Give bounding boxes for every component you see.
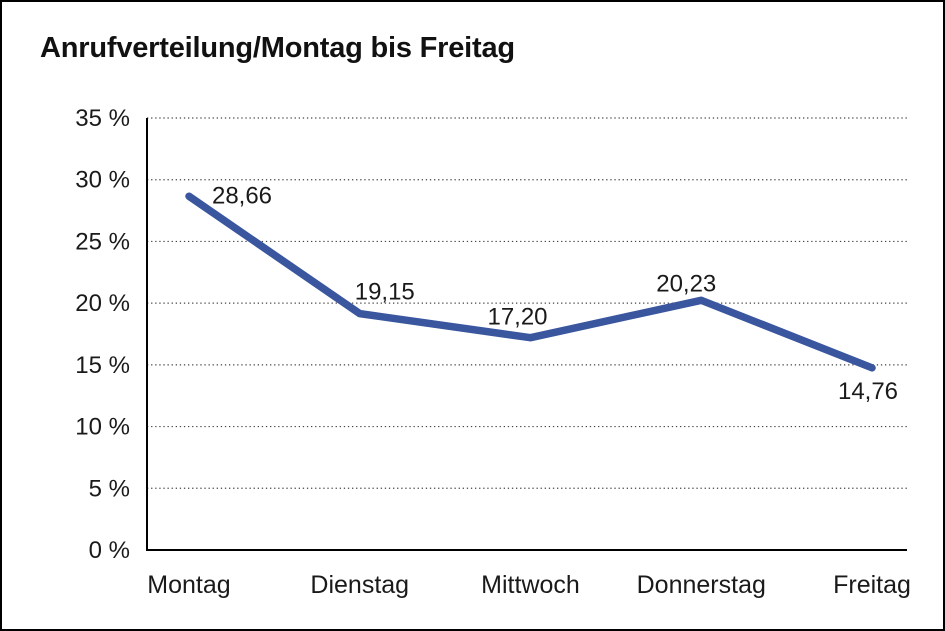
data-label: 20,23	[656, 270, 716, 297]
data-line	[185, 192, 876, 372]
x-category-label: Mittwoch	[481, 571, 580, 599]
data-label: 17,20	[487, 304, 547, 331]
y-tick-label: 30 %	[75, 167, 130, 194]
data-label: 14,76	[838, 378, 898, 405]
x-category-label: Donnerstag	[637, 571, 766, 599]
x-category-label: Montag	[147, 571, 230, 599]
y-tick-label: 20 %	[75, 290, 130, 317]
x-category-label: Dienstag	[310, 571, 409, 599]
data-label: 19,15	[355, 279, 415, 306]
y-tick-label: 15 %	[75, 352, 130, 379]
x-category-label: Freitag	[833, 571, 911, 599]
y-tick-label: 10 %	[75, 414, 130, 441]
y-tick-label: 25 %	[75, 228, 130, 255]
chart-title: Anrufverteilung/Montag bis Freitag	[40, 32, 515, 64]
y-tick-label: 0 %	[89, 537, 130, 564]
y-tick-label: 5 %	[89, 475, 130, 502]
data-label: 28,66	[212, 182, 272, 209]
y-tick-label: 35 %	[75, 105, 130, 132]
